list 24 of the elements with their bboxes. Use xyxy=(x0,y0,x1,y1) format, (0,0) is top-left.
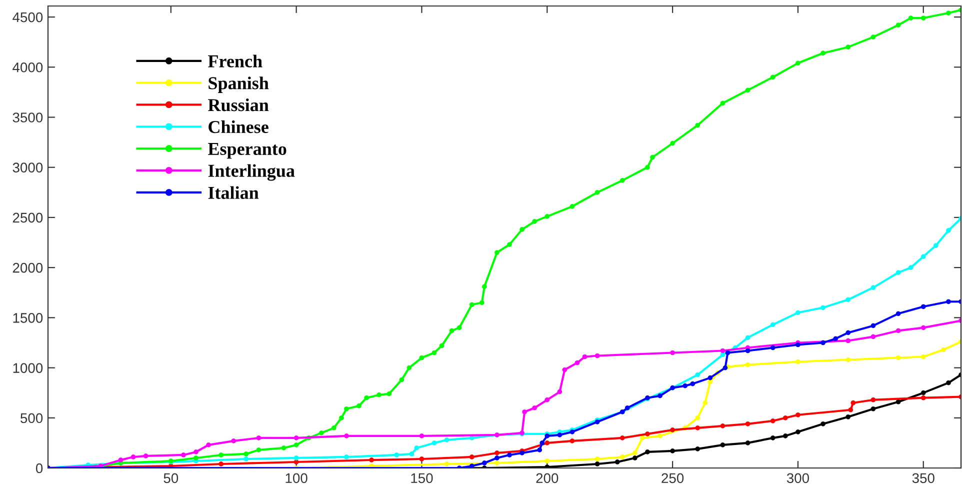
legend-label: Chinese xyxy=(208,120,268,134)
y-tick-label: 1500 xyxy=(13,313,43,323)
legend-label: French xyxy=(208,54,262,68)
x-tick-label: 50 xyxy=(164,473,178,484)
y-tick-label: 3000 xyxy=(12,162,43,173)
y-tick-label: 0 xyxy=(36,463,43,474)
y-tick-label: 1000 xyxy=(13,363,43,373)
x-tick-label: 300 xyxy=(786,473,810,484)
legend-label: Interlingua xyxy=(208,164,295,181)
legend-label: Esperanto xyxy=(208,143,286,159)
x-tick-label: 250 xyxy=(662,473,684,484)
legend-label: Spanish xyxy=(208,76,269,93)
y-tick-label: 500 xyxy=(20,413,43,424)
y-tick-label: 4000 xyxy=(12,62,43,72)
y-tick-label: 3500 xyxy=(12,112,43,122)
legend-label: Russian xyxy=(208,98,269,112)
legend-label: Italian xyxy=(208,186,259,199)
y-tick-label: 4500 xyxy=(12,12,43,22)
x-tick-label: 100 xyxy=(286,473,308,484)
y-tick-label: 2000 xyxy=(12,262,43,273)
x-tick-label: 200 xyxy=(536,473,558,484)
x-tick-label: 350 xyxy=(912,473,934,484)
x-tick-label: 150 xyxy=(411,473,433,484)
y-tick-label: 2500 xyxy=(12,212,43,223)
